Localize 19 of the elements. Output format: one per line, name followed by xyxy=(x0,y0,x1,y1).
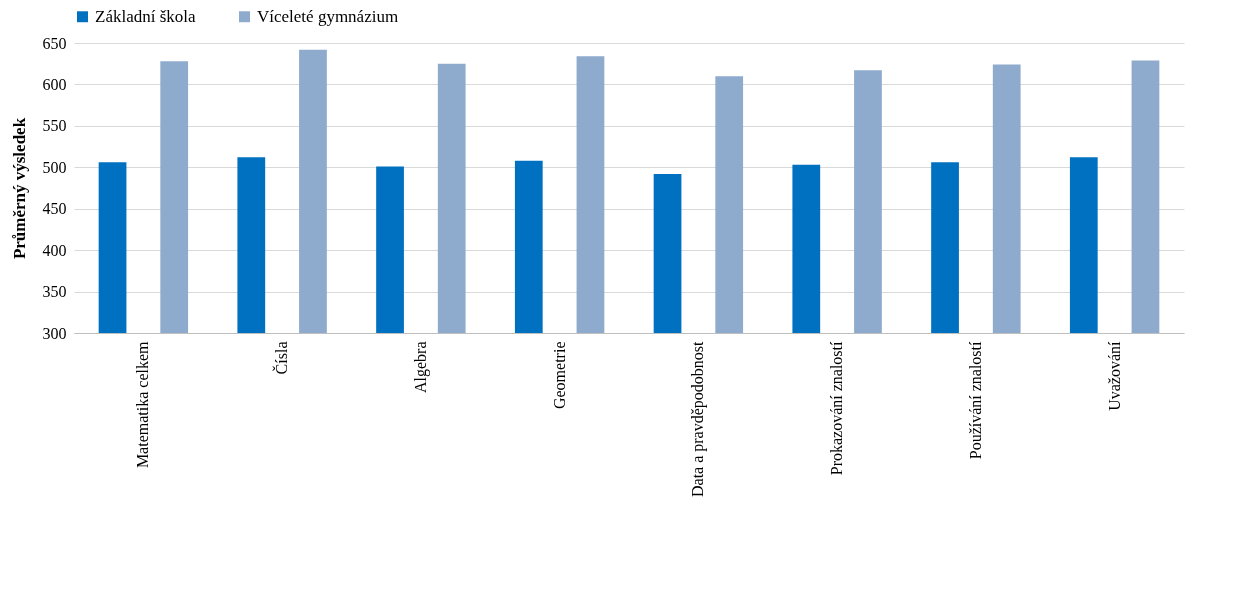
y-tick-label: 350 xyxy=(42,283,67,301)
x-tick-label: Matematika celkem xyxy=(134,340,152,469)
x-tick-label: Algebra xyxy=(411,341,430,394)
x-tick-label: Geometrie xyxy=(550,341,568,410)
y-tick-label: 500 xyxy=(42,158,67,176)
legend-label: Víceleté gymnázium xyxy=(257,6,399,26)
y-tick-label: 600 xyxy=(42,75,67,93)
y-tick-label: 650 xyxy=(42,34,67,52)
legend-label: Základní škola xyxy=(95,6,197,26)
y-tick-label: 300 xyxy=(42,324,67,342)
x-tick-label: Data a pravděpodobnost xyxy=(689,340,708,498)
x-tick-label: Čísla xyxy=(272,341,291,375)
y-tick-label: 400 xyxy=(42,241,67,259)
y-tick-label: 450 xyxy=(42,200,67,218)
x-tick-label: Prokazování znalostí xyxy=(828,340,846,476)
y-axis-title: Průměrný výsledek xyxy=(9,117,29,260)
y-tick-label: 550 xyxy=(42,117,67,135)
x-tick-label: Používání znalostí xyxy=(966,340,984,460)
x-tick-label: Uvažování xyxy=(1105,340,1123,411)
